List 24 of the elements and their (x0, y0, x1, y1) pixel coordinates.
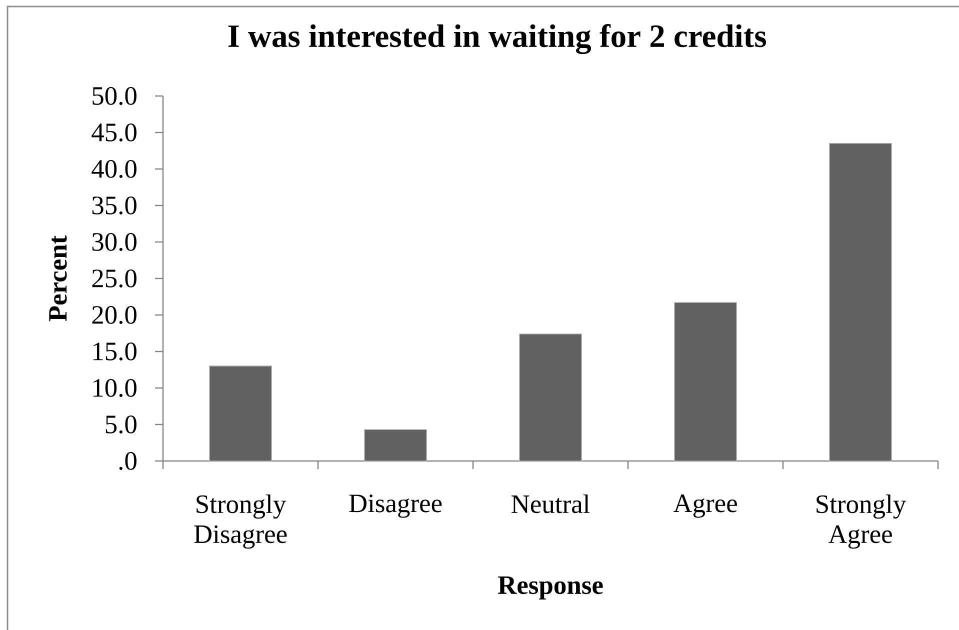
y-tick-label: 25.0 (92, 269, 136, 288)
bar (209, 366, 272, 462)
x-tick-label: Strongly Disagree (194, 494, 287, 549)
y-tick-label: 10.0 (93, 378, 136, 397)
bar (829, 143, 892, 462)
bar (364, 429, 427, 462)
y-tick-label: 5.0 (106, 415, 136, 434)
y-tick-label: 35.0 (92, 196, 136, 214)
bar (674, 302, 737, 462)
y-tick-label: 20.0 (92, 306, 136, 324)
y-tick-label: 50.0 (92, 86, 136, 105)
y-tick-label: 40.0 (92, 160, 136, 178)
x-tick-label: Neutral (512, 494, 590, 514)
x-axis-title: Response (498, 576, 603, 600)
chart-title: I was interested in waiting for 2 credits (228, 24, 766, 54)
x-tick-label: Disagree (349, 494, 442, 518)
y-tick-label: 45.0 (92, 123, 136, 142)
x-tick-label: Agree (673, 494, 737, 518)
y-tick-label: 15.0 (93, 342, 136, 360)
y-axis-title: Percent (49, 235, 67, 322)
bar (519, 334, 582, 462)
x-tick-label: Strongly Agree (816, 494, 906, 549)
y-tick-label: .0 (119, 452, 136, 470)
y-tick-label: 30.0 (92, 232, 136, 251)
